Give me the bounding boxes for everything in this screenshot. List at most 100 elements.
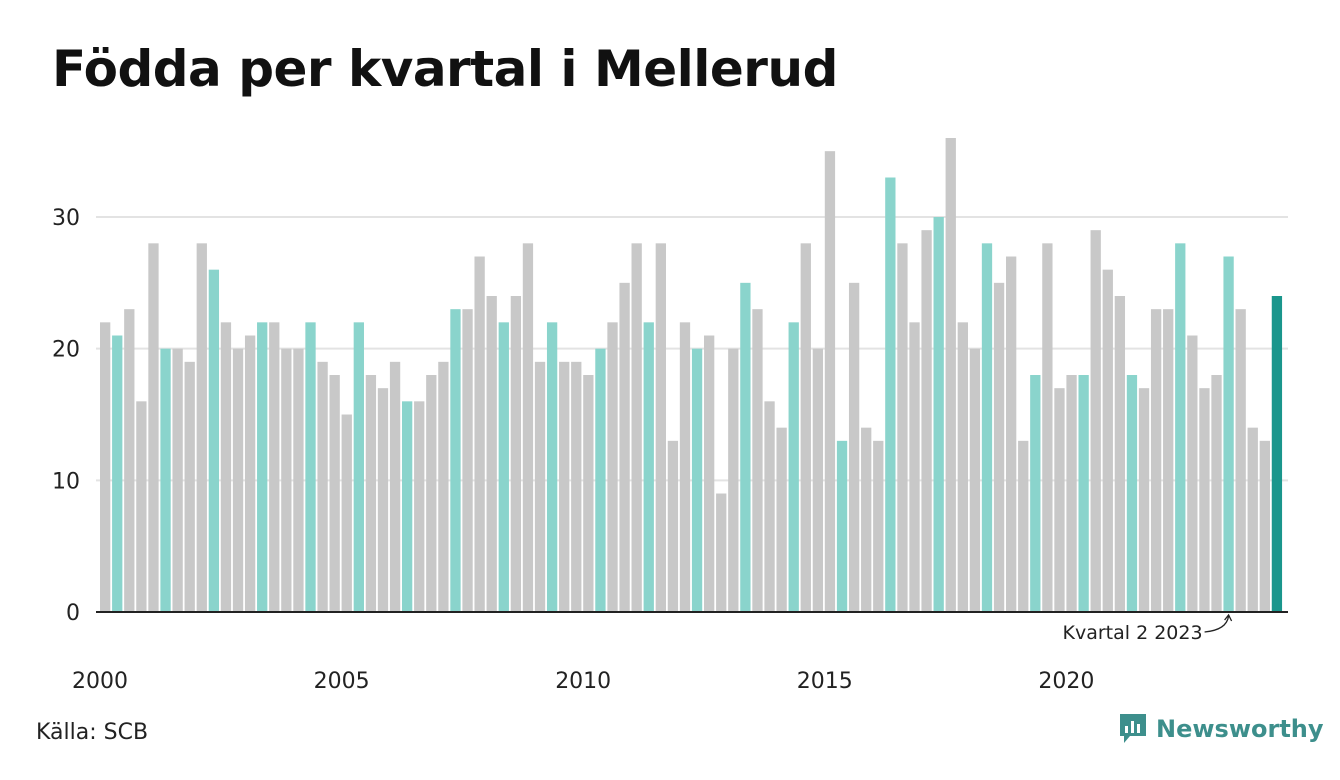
bar <box>728 348 739 612</box>
bar <box>402 401 413 612</box>
bar <box>1006 256 1017 612</box>
bar <box>957 322 968 612</box>
y-tick-label: 0 <box>66 601 80 626</box>
bar <box>1235 309 1246 612</box>
bar <box>353 322 364 612</box>
chart-title: Födda per kvartal i Mellerud <box>52 40 838 98</box>
bar <box>1211 375 1222 612</box>
x-tick-label: 2000 <box>72 669 128 694</box>
bar <box>232 348 244 612</box>
bar <box>293 348 304 612</box>
bar <box>534 361 546 612</box>
bar <box>546 322 558 612</box>
bar <box>196 243 207 613</box>
annotation-label: Kvartal 2 2023 <box>1063 622 1203 644</box>
bar <box>740 282 751 612</box>
bar <box>824 151 836 612</box>
bar <box>510 296 522 612</box>
annotation-arrow <box>1204 613 1233 633</box>
source-label: Källa: SCB <box>36 720 149 745</box>
bar <box>244 335 256 612</box>
bar <box>1150 309 1162 612</box>
bar <box>112 335 123 612</box>
bar <box>1078 375 1089 612</box>
bar <box>704 335 715 612</box>
bar <box>945 138 956 612</box>
bar <box>788 322 799 612</box>
bar <box>1138 388 1150 612</box>
bar <box>897 243 908 613</box>
bar <box>208 269 220 612</box>
bar <box>1102 269 1113 612</box>
bar <box>426 375 437 612</box>
bar <box>1054 388 1065 612</box>
bar <box>933 217 944 612</box>
bar <box>1126 375 1138 612</box>
bar <box>184 361 195 612</box>
annotation: Kvartal 2 2023 <box>1063 613 1233 644</box>
bar <box>220 322 232 612</box>
bar <box>377 388 389 612</box>
bar <box>100 322 111 612</box>
bar <box>691 348 703 612</box>
bar <box>414 401 425 612</box>
bar <box>1175 243 1186 613</box>
x-tick-label: 2005 <box>314 669 370 694</box>
bar <box>885 177 896 612</box>
bar <box>667 440 679 612</box>
bar <box>619 282 630 612</box>
x-tick-label: 2020 <box>1038 669 1094 694</box>
bar-chart: 0 10 20 30 2000 2005 2010 2015 2020 Kvartal 2 2… <box>52 138 1288 694</box>
bar <box>365 375 377 612</box>
x-tick-label: 2010 <box>555 669 611 694</box>
bar <box>1114 296 1126 612</box>
bar <box>281 348 292 612</box>
brand-logo: Newsworthy <box>1118 712 1324 746</box>
bar <box>1223 256 1234 612</box>
bar <box>1187 335 1198 612</box>
bars <box>100 138 1283 613</box>
bar <box>1271 296 1283 612</box>
bar <box>776 427 787 612</box>
bar <box>1247 427 1258 612</box>
x-tick-label: 2015 <box>797 669 853 694</box>
bar <box>812 348 824 612</box>
y-tick-label: 30 <box>52 206 80 231</box>
bar <box>474 256 485 612</box>
bar <box>172 348 183 612</box>
bar <box>1090 230 1101 612</box>
bar <box>148 243 159 613</box>
bar <box>257 322 268 612</box>
y-tick-label: 20 <box>52 338 80 363</box>
bar <box>909 322 920 612</box>
bar <box>752 309 763 612</box>
bar <box>462 309 473 612</box>
x-tick-labels: 2000 2005 2010 2015 2020 <box>72 669 1094 694</box>
newsworthy-logo-icon <box>1120 714 1146 743</box>
bar <box>305 322 316 612</box>
bar <box>389 361 401 612</box>
bar <box>631 243 642 613</box>
bar <box>679 322 691 612</box>
bar <box>655 243 666 613</box>
y-tick-labels: 0 10 20 30 <box>52 206 80 626</box>
bar <box>317 361 328 612</box>
bar <box>1066 375 1077 612</box>
bar <box>583 375 594 612</box>
bar <box>498 322 509 612</box>
bar <box>861 427 872 612</box>
bar <box>559 361 570 612</box>
bar <box>136 401 147 612</box>
bar <box>873 440 884 612</box>
bar <box>993 282 1005 612</box>
bar <box>800 243 811 613</box>
bar <box>1018 440 1029 612</box>
bar <box>921 230 932 612</box>
bar <box>969 348 981 612</box>
bar <box>522 243 534 613</box>
bar <box>160 348 171 612</box>
bar <box>1042 243 1053 613</box>
y-tick-label: 10 <box>52 469 80 494</box>
bar <box>716 493 727 612</box>
bar <box>1259 440 1270 612</box>
